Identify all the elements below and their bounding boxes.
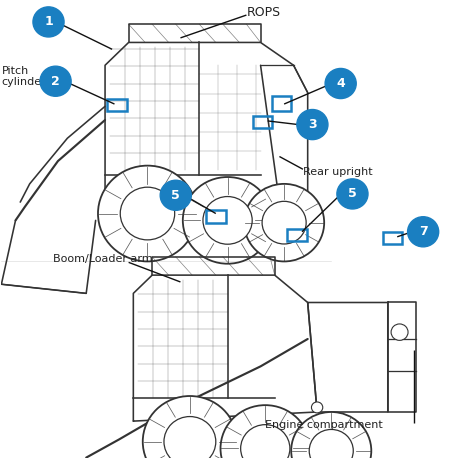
Circle shape: [337, 179, 368, 209]
Circle shape: [160, 180, 191, 210]
Circle shape: [297, 110, 328, 140]
Text: 5: 5: [348, 187, 357, 201]
Text: 4: 4: [336, 77, 345, 90]
Text: 5: 5: [172, 189, 180, 202]
Circle shape: [120, 187, 175, 240]
Circle shape: [143, 396, 237, 459]
Circle shape: [203, 196, 252, 244]
Circle shape: [408, 217, 438, 247]
Circle shape: [391, 324, 408, 341]
Circle shape: [33, 7, 64, 37]
Text: 2: 2: [51, 75, 60, 88]
Text: Engine compartment: Engine compartment: [265, 420, 383, 430]
Circle shape: [183, 177, 273, 264]
Circle shape: [311, 402, 323, 413]
Circle shape: [291, 412, 371, 459]
Circle shape: [164, 417, 216, 459]
Text: Pitch
cylinder: Pitch cylinder: [1, 66, 46, 88]
Circle shape: [325, 68, 356, 99]
Circle shape: [98, 166, 197, 262]
Circle shape: [220, 405, 310, 459]
Circle shape: [262, 202, 306, 244]
Text: 7: 7: [419, 225, 428, 238]
Circle shape: [40, 66, 71, 96]
Text: Rear upright: Rear upright: [303, 168, 373, 178]
Text: ROPS: ROPS: [246, 6, 281, 19]
Circle shape: [309, 430, 353, 459]
Text: 3: 3: [308, 118, 317, 131]
Text: 1: 1: [44, 16, 53, 28]
Text: Boom/Loader arm: Boom/Loader arm: [53, 254, 153, 264]
Circle shape: [241, 425, 290, 459]
Circle shape: [244, 184, 324, 262]
